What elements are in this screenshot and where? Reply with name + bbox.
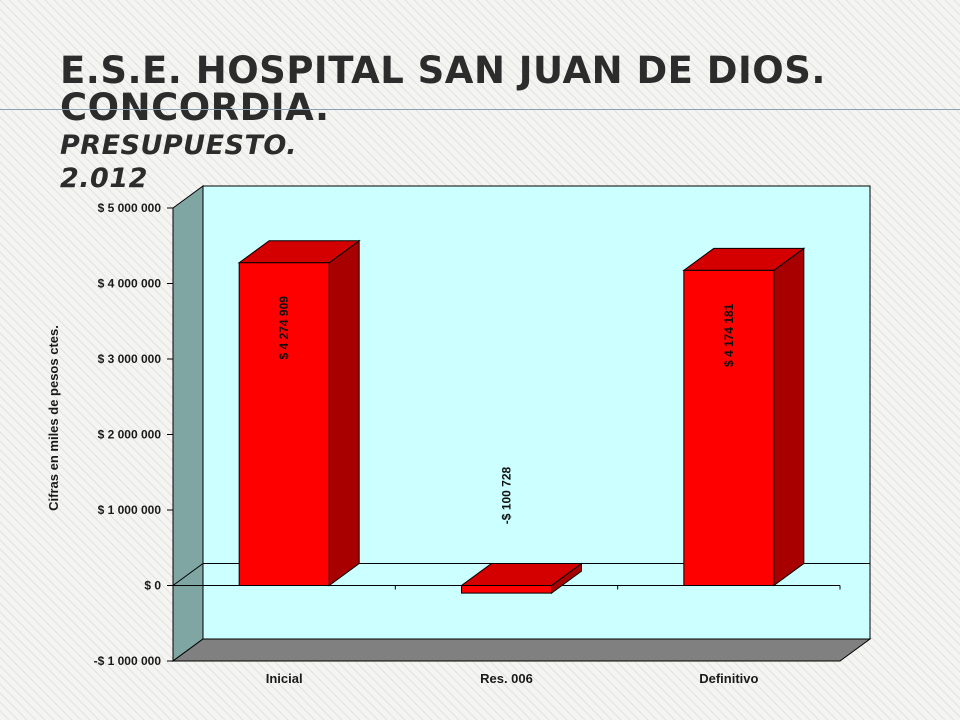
- y-tick-label: $ 0: [144, 579, 161, 593]
- y-tick-label: $ 3 000 000: [98, 352, 162, 366]
- slide-title-line-3: 2.012: [60, 163, 148, 194]
- bar-front: [461, 585, 552, 594]
- plot-side-wall: [172, 185, 204, 662]
- data-label: $ 4 274 909: [277, 296, 291, 360]
- bar-side: [773, 247, 805, 587]
- x-category-label: Inicial: [266, 671, 303, 686]
- plot-floor: [171, 638, 872, 662]
- y-axis-title: Cifras en miles de pesos ctes.: [46, 325, 61, 511]
- slide-title: E.S.E. Hospital San Juan de Dios. Concor…: [60, 52, 960, 192]
- bar-side: [328, 239, 360, 587]
- data-label: -$ 100 728: [500, 466, 514, 524]
- zero-line-side: [172, 563, 204, 586]
- y-tick-label: -$ 1 000 000: [94, 654, 162, 668]
- y-tick-label: $ 5 000 000: [98, 201, 162, 215]
- title-divider: [0, 109, 960, 110]
- slide-title-line-1: E.S.E. Hospital San Juan de Dios. Concor…: [60, 49, 826, 129]
- bar-front: [238, 262, 330, 586]
- y-tick-label: $ 1 000 000: [98, 503, 162, 517]
- bar-front: [683, 269, 775, 586]
- x-category-label: Res. 006: [480, 671, 533, 686]
- slide-title-line-2: Presupuesto.: [60, 130, 298, 161]
- data-label: $ 4 174 181: [722, 303, 736, 367]
- bar-definitivo: [682, 247, 806, 587]
- y-tick-label: $ 4 000 000: [98, 277, 162, 291]
- y-tick-label: $ 2 000 000: [98, 428, 162, 442]
- x-category-label: Definitivo: [699, 671, 758, 686]
- bar-inicial: [237, 239, 361, 587]
- bar-res-006: [459, 562, 584, 595]
